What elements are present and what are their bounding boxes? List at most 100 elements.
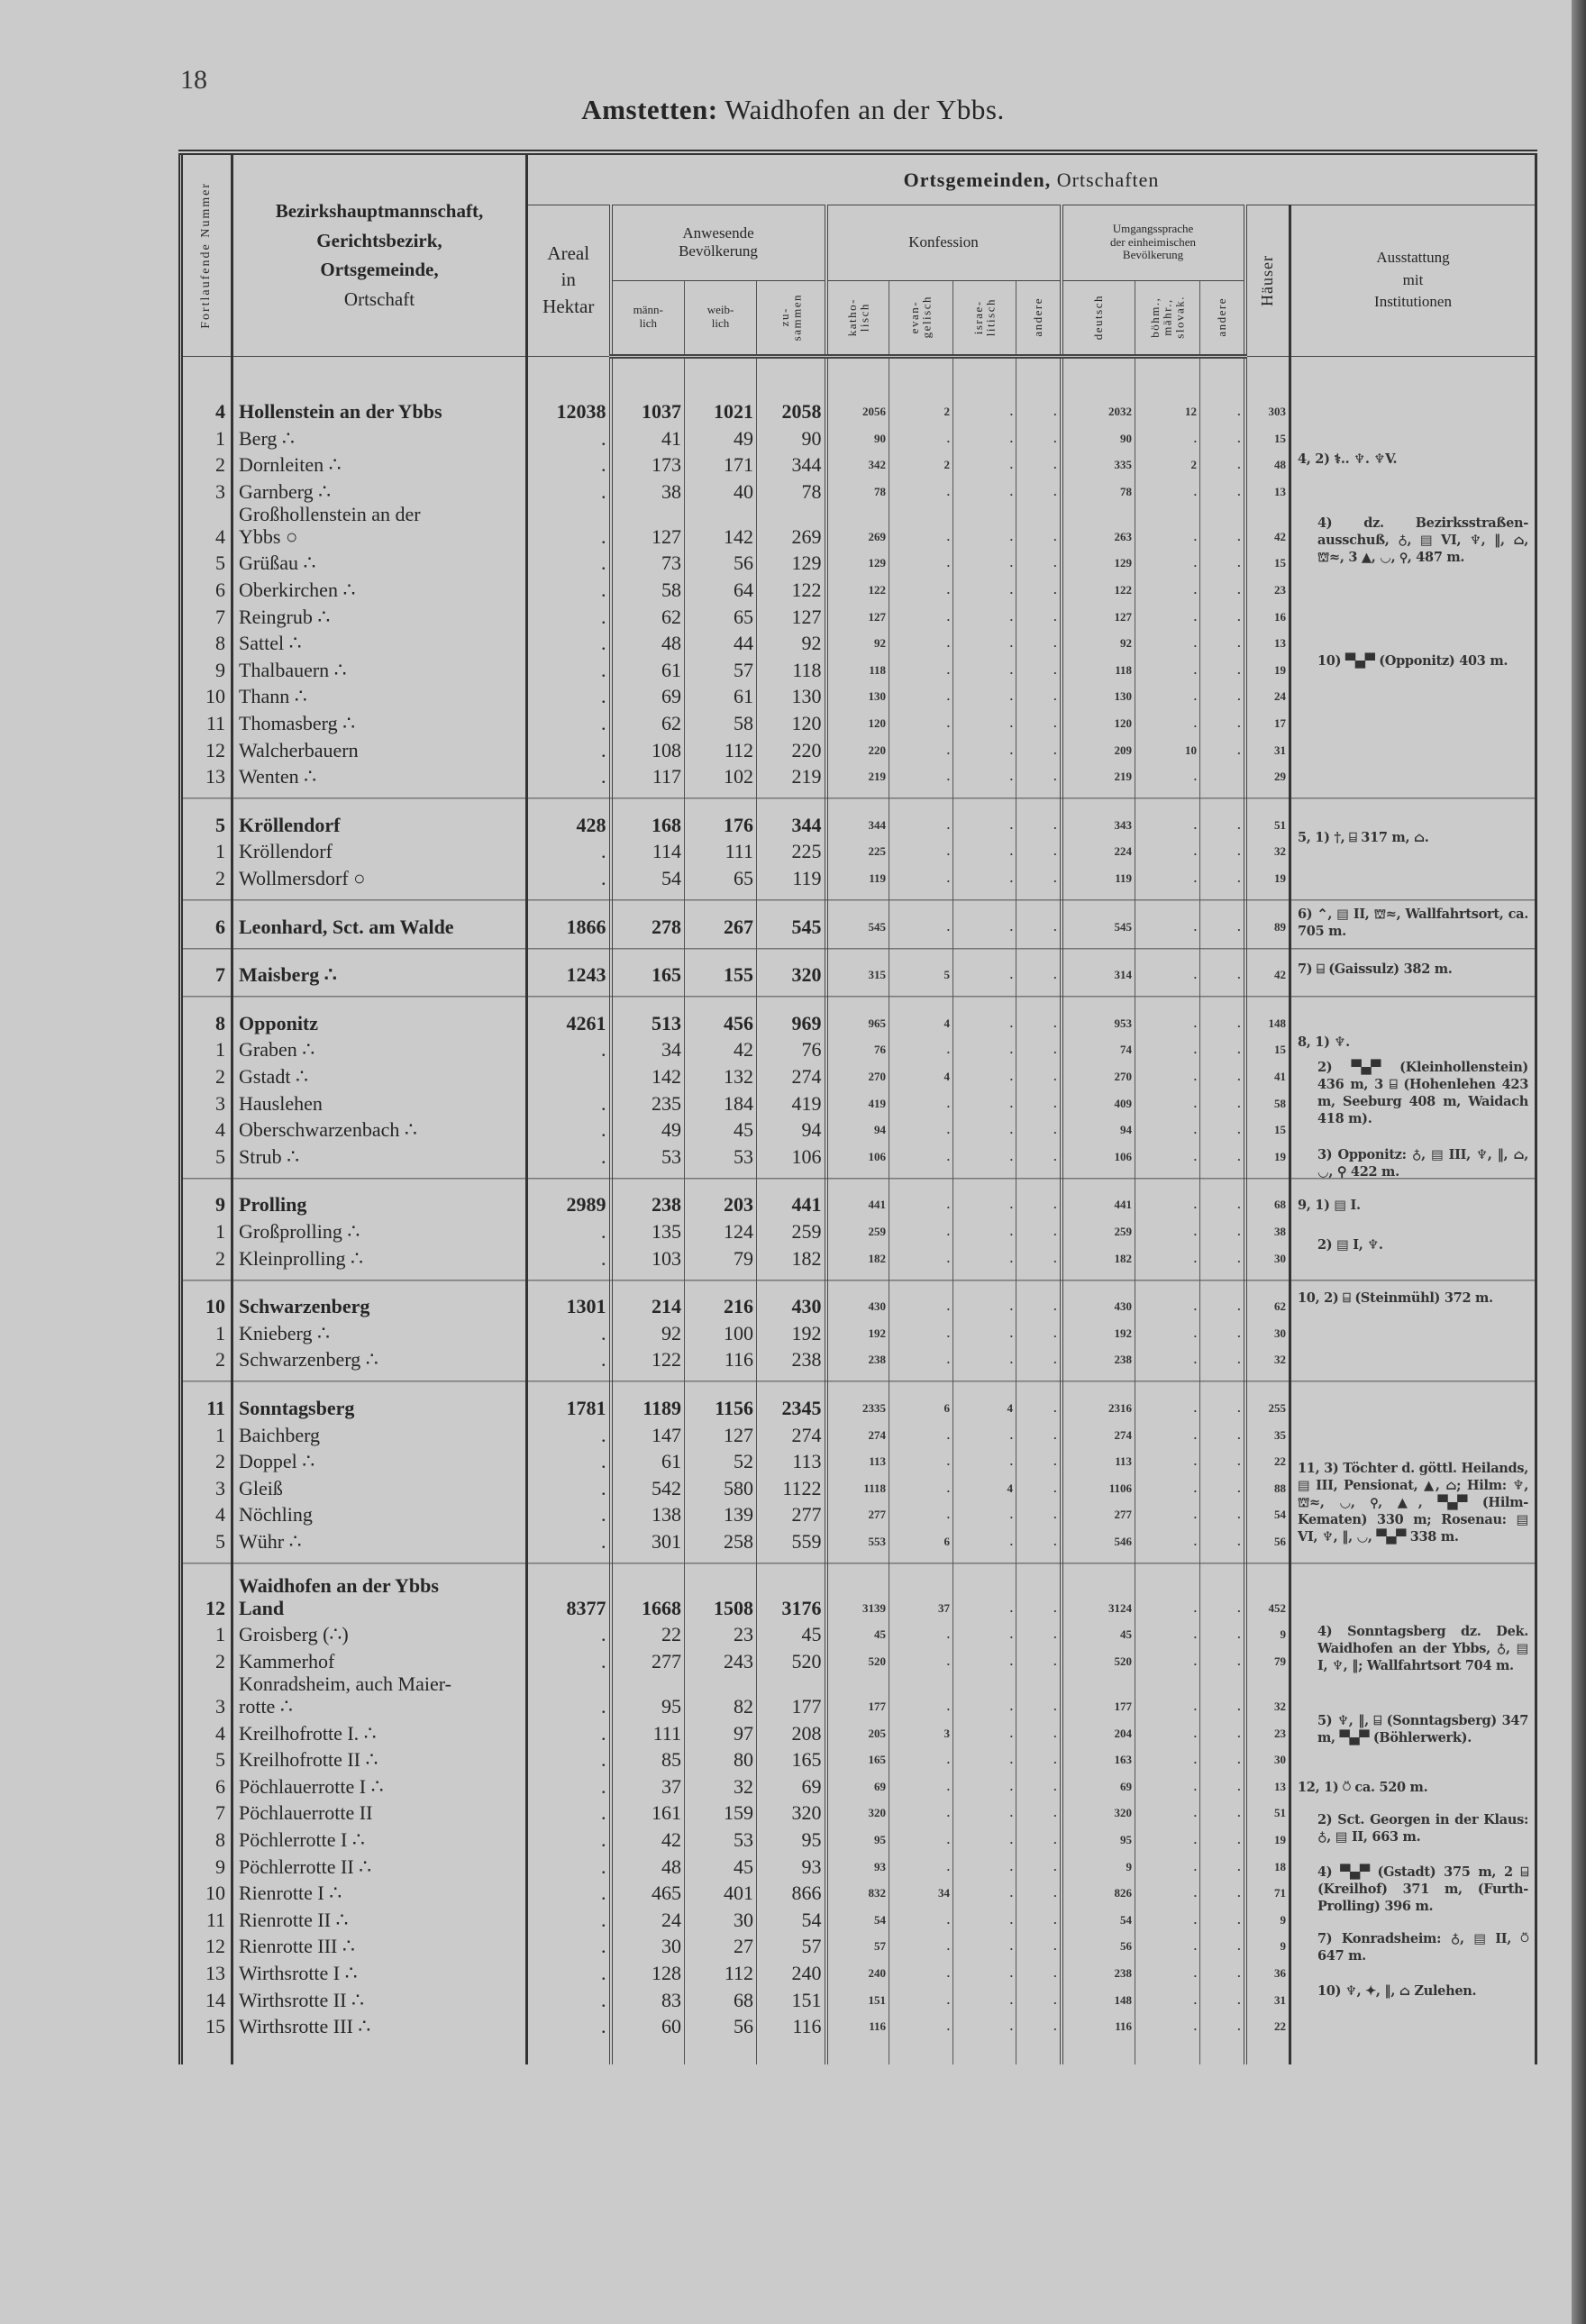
andere-sprache-cell: . [1199,1007,1245,1034]
place-name-cell: Leonhard, Sct. am Walde [231,911,527,938]
spacer-cell [180,1552,232,1574]
spacer-cell [1135,788,1200,810]
deutsch-cell: 56 [1059,1930,1135,1958]
header-umgangssprache: Umgangssprache der einheimischen Bevölke… [1059,205,1245,281]
spacer-cell [1016,889,1062,911]
ausstattung-cell [1288,1573,1536,1619]
deutsch-cell: 177 [1059,1672,1135,1718]
ausstattung-cell [1288,654,1536,681]
spacer-cell [1059,937,1135,960]
place-name-cell: Kammerhof [231,1645,527,1673]
locality-row: 11 Rienrotte II ∴. 24 30 54 54... 54.. 9 [181,1904,1536,1931]
spacer-cell [608,986,685,1008]
maennlich-cell: 114 [608,835,685,863]
haeuser-cell: 36 [1243,1957,1290,1984]
andere-konfession-cell: . [1016,835,1062,863]
page-edge-shadow [1572,0,1586,2324]
spacer-cell [1243,937,1290,960]
ausstattung-cell [1288,423,1536,450]
areal-cell: . [525,1930,611,1958]
andere-konfession-cell: . [1016,1445,1062,1473]
ausstattung-cell [1288,862,1536,889]
andere-konfession-cell: . [1016,1114,1062,1142]
maennlich-cell: 103 [608,1242,685,1270]
israelitisch-cell: . [953,449,1016,477]
header-zusammen: zu- sammen [756,280,826,359]
deutsch-cell: 163 [1059,1744,1135,1772]
haeuser-cell: 29 [1243,761,1290,788]
institution-note: 8, 1) ♆. [1298,1034,1350,1050]
spacer-cell [824,356,889,396]
institution-note: 10) ♆, ✦, ‖, ⌂ Zulehen. [1317,1982,1477,1999]
boehmisch-cell: . [1135,601,1200,628]
header-ausstattung: Ausstattung mit Institutionen [1288,205,1536,357]
maennlich-cell: 165 [608,959,685,987]
andere-sprache-cell: . [1199,1851,1245,1878]
place-name-cell: Wenten ∴ [231,761,527,788]
andere-sprache-cell: . [1199,1771,1245,1798]
spacer-cell [756,2037,826,2065]
areal-cell: . [525,547,611,575]
evangelisch-cell: . [889,1904,953,1931]
weiblich-cell: 56 [684,547,757,575]
haeuser-cell: 22 [1243,1445,1290,1473]
haeuser-cell: 30 [1243,1242,1290,1270]
maennlich-cell: 38 [608,476,685,503]
weiblich-cell: 64 [684,574,757,602]
andere-sprache-cell [1199,761,1245,788]
zusammen-cell: 320 [756,959,826,987]
evangelisch-cell: 34 [889,1877,953,1905]
haeuser-cell: 42 [1243,502,1290,548]
locality-row: 2 Wollmersdorf ○. 54 65 119 119... 119.. 19 [181,862,1536,889]
katholisch-cell: 965 [824,1007,889,1034]
areal-cell: . [525,1317,611,1344]
areal-cell: . [525,1526,611,1553]
boehmisch-cell: . [1135,1392,1200,1419]
katholisch-cell: 419 [824,1087,889,1115]
israelitisch-cell: . [953,835,1016,863]
evangelisch-cell: 6 [889,1392,953,1419]
header-israelitisch: israe- litisch [953,280,1016,359]
areal-cell: . [525,1904,611,1931]
row-number-cell: 3 [215,1476,225,1499]
haeuser-cell: 19 [1243,654,1290,681]
ausstattung-cell [1288,1317,1536,1344]
weiblich-cell: 139 [684,1499,757,1527]
institution-note: 4) dz. Bezirksstraßen-ausschuß, ♁, ▤ VI,… [1317,515,1528,565]
row-number-cell: 6 [215,1774,225,1798]
weiblich-cell: 258 [684,1526,757,1553]
andere-sprache-cell: . [1199,1499,1245,1527]
row-number-cell: 9 [215,1193,225,1217]
areal-cell: . [525,680,611,708]
spacer-cell [608,1167,685,1189]
andere-konfession-cell: . [1016,707,1062,735]
locality-row: 3 Gleiß. 542 580 1122 1118. 4. 1106.. 88 [181,1472,1536,1499]
locality-row: 5 Grüßau ∴. 73 56 129 129... 129.. 15 [181,547,1536,575]
spacer-cell [684,1269,757,1291]
spacer-cell [889,788,953,810]
evangelisch-cell: . [889,1242,953,1270]
municipality-row: 9 Prolling 2989 238 203 441 441... 441.. 68 [181,1189,1536,1217]
weiblich-cell: 580 [684,1472,757,1499]
place-name-cell: Garnberg ∴ [231,476,527,503]
row-number-cell: 7 [215,963,225,987]
andere-sprache-cell: . [1199,1216,1245,1243]
locality-row: 10 Thann ∴. 69 61 130 130... 130.. 24 [181,680,1536,708]
place-name-cell: Wirthsrotte I ∴ [231,1957,527,1984]
place-name-cell: Opponitz [231,1007,527,1034]
row-number-cell: 2 [215,867,225,889]
deutsch-cell: 148 [1059,1984,1135,2011]
andere-konfession-cell: . [1016,862,1062,889]
weiblich-cell: 57 [684,654,757,681]
israelitisch-cell: . [953,1984,1016,2011]
evangelisch-cell: . [889,1087,953,1115]
maennlich-cell: 301 [608,1526,685,1553]
andere-sprache-cell: . [1199,1744,1245,1772]
table-header: Fortlaufende Nummer Bezirkshauptmannscha… [180,152,1536,359]
spacer-cell [231,356,527,396]
andere-sprache-cell: . [1199,1344,1245,1372]
spacer-cell [889,1167,953,1189]
ausstattung-cell [1288,734,1536,761]
andere-konfession-cell: . [1016,449,1062,477]
zusammen-cell: 419 [756,1087,826,1115]
